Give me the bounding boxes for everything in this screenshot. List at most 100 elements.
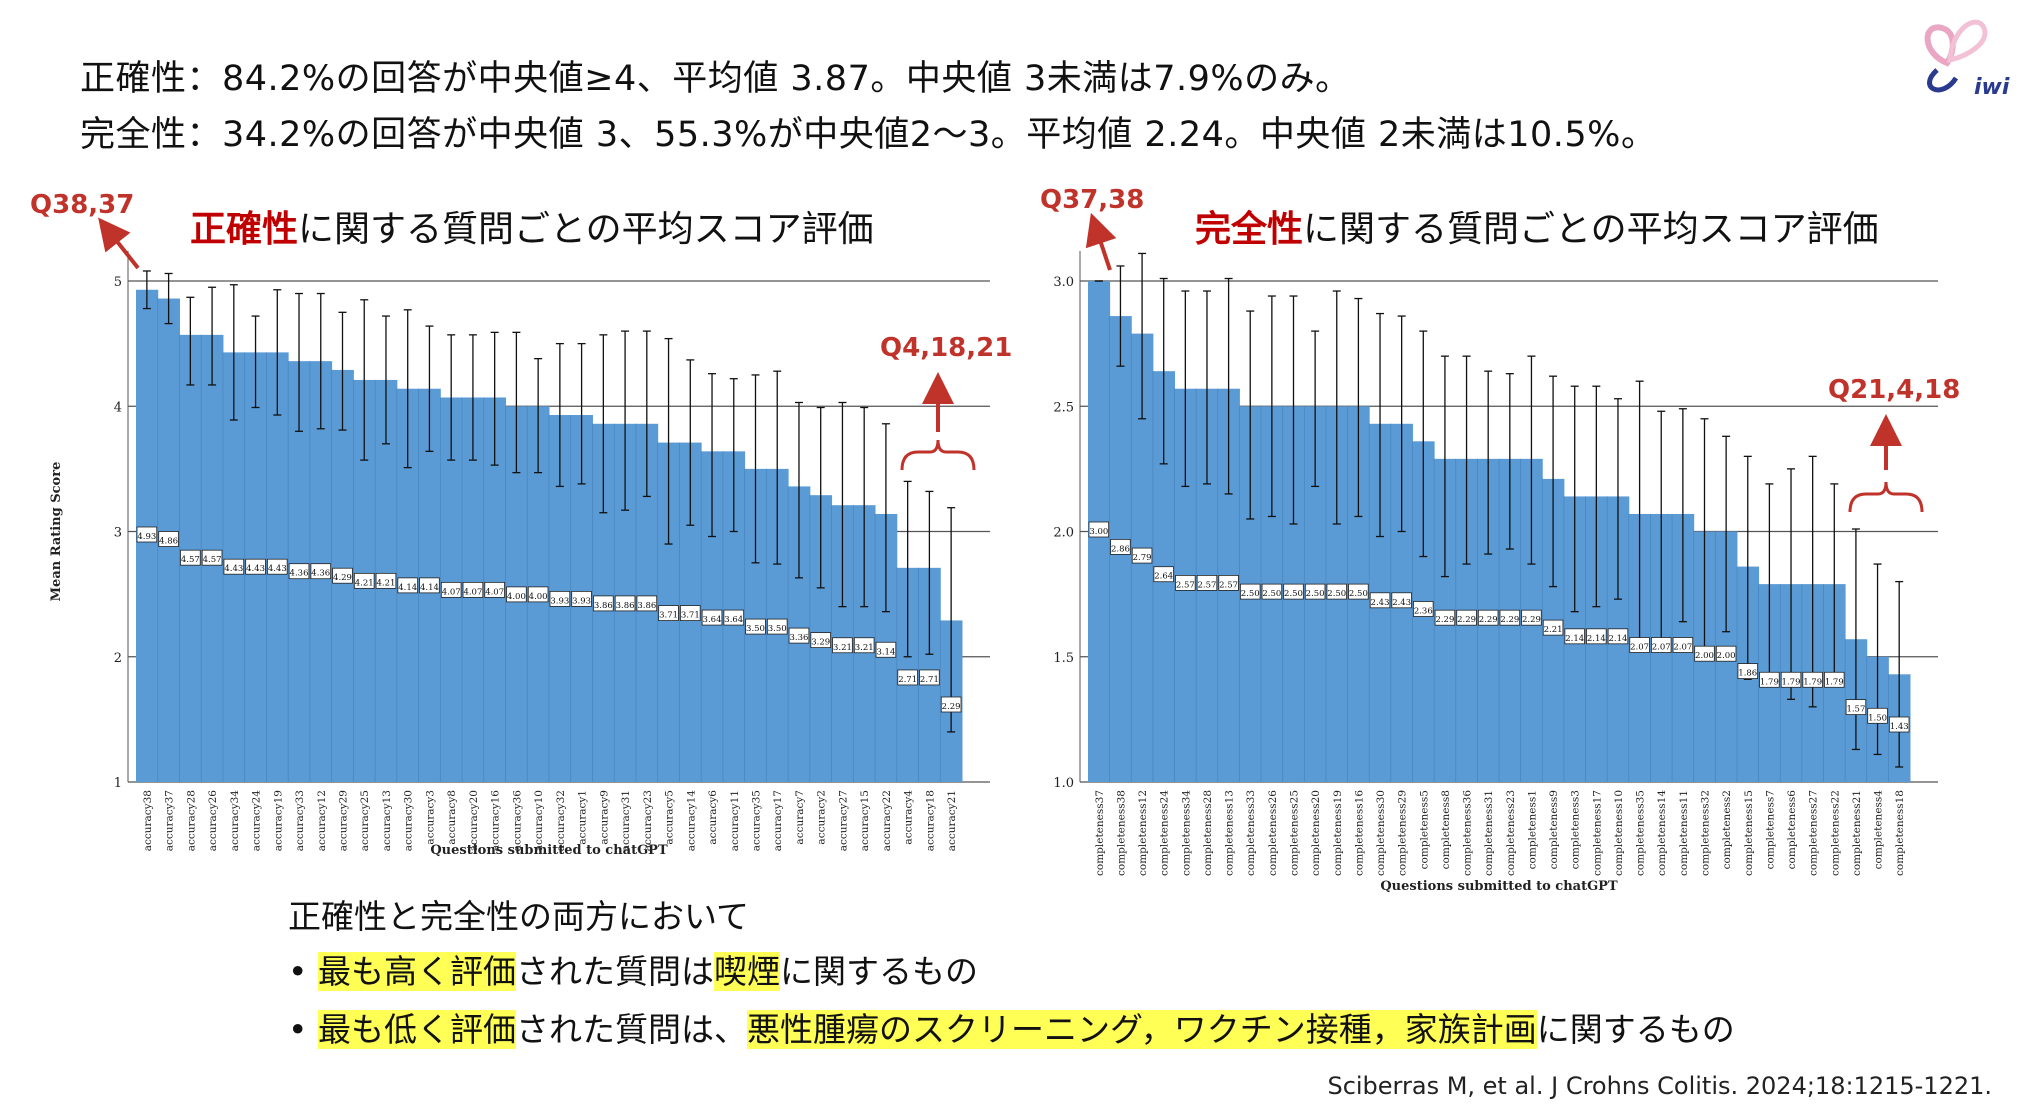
value-label: 4.43: [268, 564, 287, 574]
category-label: accuracy30: [403, 790, 415, 851]
category-label: accuracy21: [946, 790, 958, 851]
category-label: accuracy23: [642, 790, 654, 851]
category-label: completeness35: [1635, 790, 1647, 876]
completeness-low-brace: [1848, 481, 1924, 513]
value-label-box: [1780, 671, 1802, 688]
value-label-box: [1694, 645, 1715, 662]
bullet-dot: •: [288, 952, 308, 991]
category-label: accuracy16: [490, 790, 502, 852]
value-label-box: [267, 558, 288, 575]
value-label-box: [1542, 619, 1564, 636]
category-label: completeness2: [1721, 790, 1733, 869]
conclusion-bullet-lowest: • 最も低く評価された質問は、悪性腫瘍のスクリーニング，ワクチン接種，家族計画に関…: [288, 1003, 1735, 1051]
value-label-box: [832, 637, 853, 654]
value-label-box: [658, 605, 679, 621]
value-label: 3.29: [811, 638, 830, 648]
value-label-box: [1499, 609, 1521, 626]
value-label-box: [636, 595, 658, 612]
value-label: 4.00: [507, 592, 526, 602]
value-label-box: [1651, 637, 1672, 653]
value-label: 2.14: [1609, 634, 1628, 644]
value-label-box: [1564, 628, 1585, 645]
value-label-box: [593, 595, 614, 612]
completeness-title-rest: に関する質問ごとの平均スコア評価: [1303, 209, 1879, 250]
value-label: 4.14: [398, 583, 417, 593]
value-label: 2.14: [1565, 634, 1584, 644]
category-label: accuracy13: [381, 790, 393, 851]
value-label: 2.43: [1371, 598, 1390, 608]
value-label: 1.79: [1760, 677, 1779, 687]
category-label: accuracy11: [729, 790, 741, 851]
category-label: completeness32: [1700, 790, 1712, 876]
value-label: 4.43: [246, 564, 265, 574]
category-label: accuracy5: [664, 790, 676, 845]
value-label-box: [1456, 609, 1477, 626]
value-label: 2.00: [1717, 651, 1736, 661]
accuracy-title-highlight: 正確性: [190, 209, 299, 250]
category-label: accuracy20: [468, 790, 480, 851]
value-label: 2.50: [1284, 589, 1303, 599]
value-label-box: [1261, 583, 1283, 600]
category-label: accuracy9: [598, 790, 610, 845]
value-label: 2.29: [1457, 615, 1476, 625]
category-label: completeness24: [1159, 790, 1171, 876]
value-label-box: [506, 586, 527, 603]
value-label-box: [1434, 609, 1456, 626]
value-label: 2.64: [1154, 572, 1173, 582]
value-label-box: [332, 567, 353, 584]
completeness-title-highlight: 完全性: [1195, 209, 1304, 250]
value-label-box: [1153, 566, 1174, 583]
value-label-box: [1521, 609, 1542, 626]
category-label: completeness31: [1483, 790, 1495, 876]
value-label: 3.64: [703, 615, 722, 625]
accuracy-chart-title: 正確性に関する質問ごとの平均スコア評価: [190, 200, 874, 252]
category-label: completeness7: [1764, 790, 1776, 869]
value-label: 3.71: [659, 611, 678, 621]
category-label: accuracy26: [207, 790, 219, 852]
value-label-box: [397, 577, 418, 594]
value-label-box: [897, 669, 918, 686]
value-label-box: [614, 595, 636, 612]
highest-text-1: された質問は: [516, 952, 714, 991]
value-label: 2.07: [1652, 643, 1671, 653]
lowest-text-1: された質問は、: [516, 1010, 747, 1049]
category-label: completeness30: [1375, 790, 1387, 876]
value-label: 1.79: [1825, 677, 1844, 687]
value-label: 3.64: [724, 615, 743, 625]
category-label: accuracy3: [424, 790, 436, 845]
value-label-box: [1629, 637, 1650, 653]
category-label: accuracy18: [924, 790, 936, 851]
category-label: completeness11: [1678, 790, 1690, 876]
category-label: completeness20: [1310, 790, 1322, 876]
category-label: completeness18: [1894, 790, 1906, 876]
accuracy-low-brace: [900, 439, 976, 471]
value-label: 3.71: [681, 611, 700, 621]
value-label-box: [1845, 699, 1867, 716]
category-label: completeness10: [1613, 790, 1625, 876]
value-label: 2.57: [1176, 580, 1195, 590]
value-label-box: [680, 605, 701, 621]
completeness-top-arrow: [1085, 212, 1117, 271]
category-label: completeness5: [1418, 790, 1430, 869]
category-label: completeness21: [1851, 790, 1863, 876]
value-label: 2.50: [1241, 589, 1260, 599]
value-label: 3.21: [833, 643, 852, 653]
value-label-box: [788, 627, 810, 644]
value-label: 2.29: [1435, 615, 1454, 625]
value-label: 2.29: [1522, 615, 1541, 625]
y-tick-label: 3: [114, 526, 122, 541]
value-label-box: [223, 558, 245, 575]
value-label-box: [701, 609, 723, 626]
value-label-box: [853, 637, 875, 654]
value-label-box: [919, 669, 940, 686]
category-label: completeness34: [1180, 790, 1192, 876]
value-label-box: [723, 609, 745, 626]
svg-text:iwi: iwi: [1974, 75, 2010, 100]
conclusion-bullet-highest: • 最も高く評価された質問は喫煙に関するもの: [288, 945, 978, 993]
summary-accuracy: 正確性：84.2%の回答が中央値≥4、平均値 3.87。中央値 3未満は7.9%…: [80, 59, 1351, 99]
category-label: accuracy33: [294, 790, 306, 851]
value-label: 3.14: [876, 647, 895, 657]
value-label-box: [1196, 575, 1218, 591]
